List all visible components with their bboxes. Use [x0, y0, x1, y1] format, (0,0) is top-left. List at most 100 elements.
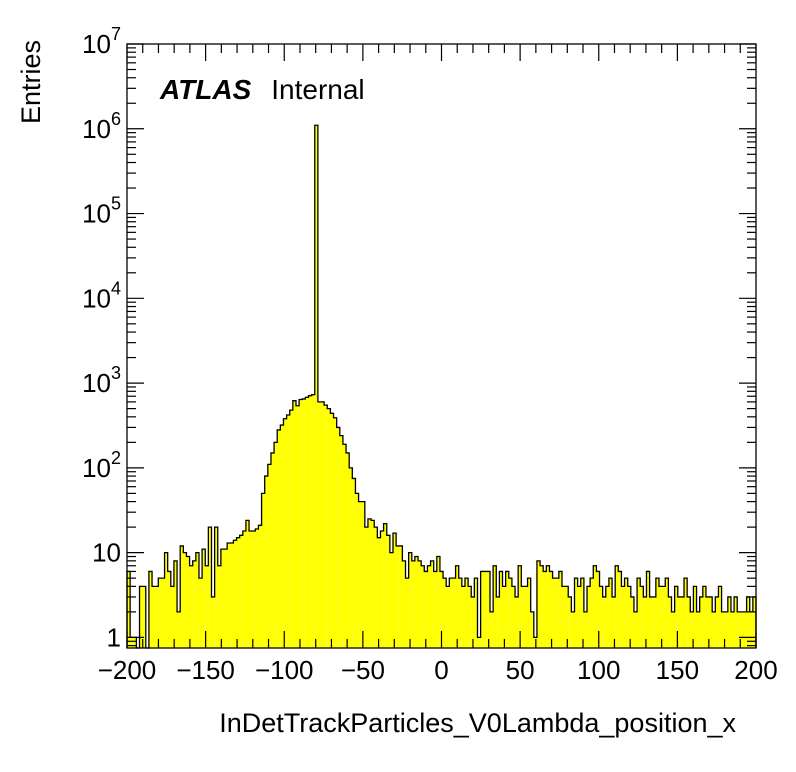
histogram-bin	[687, 596, 691, 648]
histogram-bars	[126, 124, 757, 649]
histogram-bin	[633, 611, 638, 648]
histogram-bin	[405, 578, 409, 648]
histogram-bin	[164, 552, 168, 648]
histogram-bin	[439, 571, 444, 648]
histogram-bin	[752, 596, 756, 648]
histogram-bin	[374, 527, 378, 648]
histogram-bin	[605, 586, 609, 648]
histogram-bin	[649, 596, 653, 648]
histogram-bin	[652, 596, 656, 648]
y-tick-label: 10	[92, 538, 121, 568]
histogram-bin	[127, 571, 131, 648]
histogram-bin	[308, 395, 312, 648]
histogram-bin	[737, 611, 741, 648]
x-tick-label: 0	[434, 655, 448, 685]
histogram-bin	[242, 530, 246, 648]
histogram-bin	[461, 586, 465, 648]
histogram-bin	[702, 586, 706, 648]
histogram-bin	[261, 493, 265, 648]
x-tick-label: 50	[506, 655, 535, 685]
histogram-bin	[483, 571, 487, 648]
histogram-bin	[671, 611, 675, 648]
histogram-bin	[421, 565, 425, 648]
histogram-bin	[380, 530, 384, 648]
histogram-bin	[486, 571, 491, 648]
histogram-bin	[561, 586, 566, 648]
y-tick-label: 102	[82, 448, 121, 483]
histogram-bin	[730, 611, 735, 648]
histogram-bin	[286, 415, 290, 648]
histogram-bin	[258, 525, 262, 648]
histogram-bin	[549, 571, 553, 648]
y-tick-label: 1	[107, 622, 121, 652]
histogram-bin	[646, 571, 650, 648]
histogram-bin	[668, 596, 672, 648]
y-tick-label: 106	[82, 109, 121, 144]
histogram-bin	[386, 535, 390, 648]
histogram-bin	[411, 560, 415, 648]
histogram-bin	[433, 571, 437, 648]
histogram-bin	[364, 527, 368, 648]
histogram-bin	[499, 571, 503, 648]
x-tick-labels: −200 −150 −100 −50 0 50 100 150 200	[98, 655, 778, 685]
histogram-bin	[587, 586, 591, 648]
histogram-bin	[515, 596, 519, 648]
histogram-bin	[396, 545, 400, 648]
histogram-bin	[677, 596, 681, 648]
histogram-bin	[317, 401, 322, 648]
histogram-bin	[224, 549, 228, 648]
histogram-bin	[139, 586, 143, 648]
histogram-bin	[574, 578, 578, 648]
histogram-bin	[414, 556, 419, 648]
histogram-bin	[342, 444, 347, 648]
histogram-bin	[383, 523, 387, 648]
histogram-bin	[640, 586, 644, 648]
histogram-bin	[502, 586, 506, 648]
histogram-bin	[568, 596, 572, 648]
histogram-bin	[267, 464, 271, 648]
histogram-bin	[195, 552, 199, 648]
histogram-bin	[130, 637, 134, 648]
histogram-bin	[430, 560, 434, 648]
histogram-bin	[699, 596, 703, 648]
histogram-bin	[289, 410, 293, 648]
histogram-bin	[280, 425, 284, 648]
histogram-bin	[436, 556, 440, 648]
histogram-bin	[389, 552, 393, 648]
histogram-bin	[252, 530, 256, 648]
histogram-bin	[217, 565, 221, 648]
histogram-bin	[540, 565, 544, 648]
histogram-bin	[233, 540, 237, 648]
x-tick-label: 100	[577, 655, 620, 685]
histogram-bin	[170, 586, 174, 648]
histogram-bin	[189, 565, 193, 648]
histogram-bin	[684, 578, 688, 648]
y-tick-label: 104	[82, 278, 121, 313]
histogram-bin	[377, 537, 381, 648]
histogram-bin	[324, 405, 328, 648]
histogram-bin	[330, 413, 334, 648]
histogram-bin	[449, 578, 453, 648]
histogram-bin	[198, 578, 203, 648]
histogram-bin	[521, 586, 525, 648]
histogram-bin	[599, 586, 603, 648]
histogram-bin	[173, 560, 178, 648]
histogram-bin	[158, 578, 162, 648]
histogram-bin	[358, 501, 362, 648]
histogram-bin	[518, 565, 522, 648]
histogram-bin	[295, 405, 300, 648]
histogram-bin	[208, 527, 212, 648]
histogram-bin	[148, 571, 153, 648]
histogram-bin	[239, 535, 243, 648]
histogram-bin	[371, 520, 375, 648]
histogram-bin	[270, 452, 275, 648]
histogram-bin	[555, 578, 559, 648]
histogram-bin	[133, 637, 137, 648]
histogram-bin	[452, 578, 456, 648]
histogram-bin	[746, 596, 750, 648]
histogram-bin	[680, 596, 685, 648]
histogram-bin	[693, 586, 697, 648]
histogram-bin	[446, 586, 450, 648]
histogram-bin	[292, 400, 296, 648]
